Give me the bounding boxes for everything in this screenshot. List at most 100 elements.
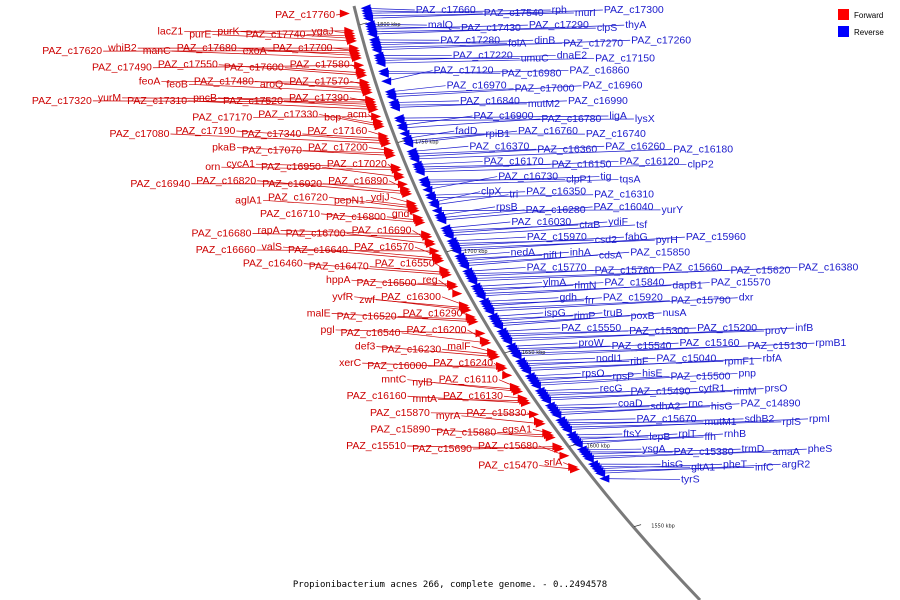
reverse-connector bbox=[426, 176, 498, 191]
forward-gene-label: purK bbox=[217, 26, 239, 38]
reverse-connector bbox=[454, 239, 655, 249]
reverse-connector bbox=[446, 221, 608, 234]
forward-connector bbox=[255, 163, 397, 168]
forward-gene-label: PAZ_c15510 bbox=[346, 440, 406, 452]
reverse-connector bbox=[440, 206, 593, 221]
forward-gene-label: ygaJ bbox=[311, 26, 333, 38]
reverse-gene-label: ffh bbox=[704, 431, 716, 443]
reverse-connector bbox=[460, 251, 569, 262]
reverse-gene-label: PAZ_c16380 bbox=[798, 261, 858, 273]
reverse-gene-label: sdhB2 bbox=[745, 413, 775, 425]
forward-gene-label: pncB bbox=[193, 92, 217, 104]
reverse-connector bbox=[415, 161, 483, 165]
reverse-connector bbox=[412, 145, 605, 157]
forward-connector bbox=[438, 398, 526, 402]
reverse-gene-label: PAZ_c17540 bbox=[484, 7, 544, 19]
legend-forward-swatch bbox=[838, 9, 849, 20]
forward-gene-label: PAZ_c17170 bbox=[192, 111, 252, 123]
forward-gene-label: PAZ_c15890 bbox=[370, 423, 430, 435]
forward-gene-glyph bbox=[429, 247, 440, 256]
reverse-connector bbox=[393, 100, 567, 108]
reverse-gene-label: PAZ_c15160 bbox=[680, 337, 740, 349]
forward-gene-glyph bbox=[422, 232, 433, 241]
reverse-gene-label: PAZ_c17260 bbox=[631, 34, 691, 46]
reverse-gene-label: PAZ_c16180 bbox=[673, 143, 733, 155]
forward-gene-glyph bbox=[349, 46, 360, 55]
forward-connector bbox=[263, 199, 416, 212]
forward-gene-label: PAZ_c15880 bbox=[436, 426, 496, 438]
forward-gene-glyph bbox=[374, 122, 385, 131]
reverse-gene-label: dinB bbox=[534, 34, 555, 46]
forward-connector bbox=[284, 67, 363, 74]
reverse-gene-label: PAZ_c16980 bbox=[502, 68, 562, 80]
scale-tick-label: 1800 kbp bbox=[377, 22, 401, 28]
forward-gene-label: PAZ_c15830 bbox=[466, 407, 526, 419]
forward-connector bbox=[401, 332, 488, 344]
forward-gene-label: purE bbox=[189, 29, 211, 41]
reverse-gene-glyph bbox=[599, 474, 610, 483]
reverse-gene-label: PAZ_c15660 bbox=[663, 261, 723, 273]
reverse-connector bbox=[397, 115, 609, 119]
reverse-gene-label: rpsO bbox=[582, 367, 605, 379]
forward-gene-label: PAZ_c17200 bbox=[308, 142, 368, 154]
reverse-gene-label: poxB bbox=[631, 310, 655, 322]
forward-connector bbox=[218, 97, 374, 108]
reverse-gene-label: PAZ_c16150 bbox=[552, 158, 612, 170]
forward-gene-label: zwf bbox=[359, 294, 375, 306]
forward-connector bbox=[354, 296, 468, 311]
forward-gene-glyph bbox=[461, 306, 472, 315]
reverse-connector bbox=[369, 24, 528, 30]
forward-gene-label: PAZ_c17080 bbox=[110, 128, 170, 140]
reverse-gene-label: infC bbox=[755, 461, 774, 473]
forward-connector bbox=[461, 415, 542, 425]
reverse-gene-label: clpP2 bbox=[687, 158, 713, 170]
reverse-gene-label: dnaE2 bbox=[557, 49, 588, 61]
reverse-gene-label: rph bbox=[552, 4, 567, 16]
reverse-connector bbox=[523, 360, 724, 369]
reverse-gene-label: PAZ_c16120 bbox=[620, 155, 680, 167]
reverse-gene-glyph bbox=[378, 69, 389, 78]
forward-gene-label: bcp bbox=[324, 111, 341, 123]
reverse-gene-label: hisG bbox=[711, 401, 733, 413]
reverse-connector bbox=[512, 342, 679, 352]
reverse-gene-label: PAZ_c17220 bbox=[453, 49, 513, 61]
reverse-gene-label: rlmN bbox=[574, 280, 596, 292]
reverse-connector bbox=[509, 342, 578, 347]
forward-gene-label: PAZ_c17340 bbox=[241, 128, 301, 140]
forward-gene-label: PAZ_c17680 bbox=[177, 42, 237, 54]
forward-gene-label: PAZ_c17330 bbox=[258, 108, 318, 120]
forward-gene-label: PAZ_c16940 bbox=[130, 178, 190, 190]
reverse-gene-label: rnc bbox=[688, 398, 703, 410]
reverse-gene-label: PAZ_c15550 bbox=[561, 322, 621, 334]
reverse-gene-glyph bbox=[595, 469, 606, 478]
forward-connector bbox=[122, 97, 372, 100]
reverse-gene-label: PAZ_c17120 bbox=[434, 65, 494, 77]
reverse-connector bbox=[450, 236, 526, 242]
reverse-gene-label: PAZ_c15850 bbox=[630, 246, 690, 258]
reverse-connector bbox=[475, 285, 574, 290]
reverse-gene-label: PAZ_c15840 bbox=[604, 277, 664, 289]
reverse-connector bbox=[471, 267, 798, 282]
forward-gene-label: PAZ_c17550 bbox=[158, 59, 218, 71]
reverse-connector bbox=[548, 403, 618, 406]
reverse-connector bbox=[463, 251, 630, 267]
forward-gene-label: PAZ_c16540 bbox=[341, 327, 401, 339]
reverse-gene-label: infB bbox=[795, 322, 813, 334]
reverse-gene-label: PAZ_c17660 bbox=[416, 4, 476, 16]
forward-gene-label: PAZ_c16110 bbox=[439, 374, 498, 386]
forward-gene-label: PAZ_c16290 bbox=[403, 307, 463, 319]
reverse-gene-label: folA bbox=[508, 37, 526, 49]
forward-connector bbox=[253, 116, 378, 118]
scale-ticks: 1800 kbp 1750 kbp 1700 kbp 1650 kbp 1600 kbp… bbox=[359, 22, 675, 530]
forward-gene-glyph bbox=[351, 54, 362, 63]
reverse-connector bbox=[375, 39, 631, 51]
reverse-connector bbox=[439, 209, 525, 219]
forward-connector bbox=[170, 133, 388, 144]
forward-gene-glyph bbox=[425, 240, 436, 249]
forward-gene-glyph bbox=[434, 256, 445, 265]
reverse-gene-label: rpmF1 bbox=[724, 355, 754, 367]
forward-gene-glyph bbox=[520, 398, 531, 407]
reverse-connector bbox=[531, 373, 642, 382]
